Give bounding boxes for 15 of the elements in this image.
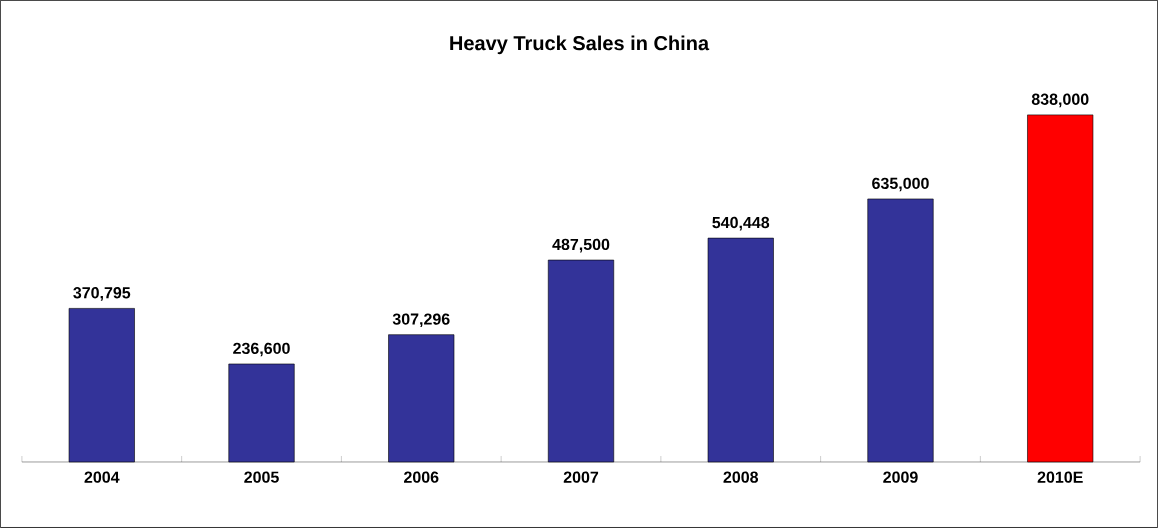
data-label: 838,000 bbox=[1031, 93, 1089, 108]
x-tick-label: 2007 bbox=[563, 471, 599, 483]
data-label: 307,296 bbox=[392, 313, 450, 328]
x-tick-label: 2009 bbox=[883, 471, 918, 483]
x-tick-label: 2010E bbox=[1037, 471, 1083, 483]
x-tick-label: 2004 bbox=[84, 471, 120, 483]
x-tick-label: 2006 bbox=[404, 471, 439, 483]
data-label: 540,448 bbox=[712, 216, 770, 231]
data-label: 236,600 bbox=[233, 342, 290, 357]
x-tick-label: 2005 bbox=[244, 471, 279, 483]
x-tick-label: 2008 bbox=[723, 471, 759, 483]
data-label: 487,500 bbox=[552, 238, 610, 253]
data-label: 370,795 bbox=[73, 287, 131, 301]
chart-title: Heavy Truck Sales in China bbox=[450, 35, 710, 55]
data-label: 635,000 bbox=[872, 177, 929, 192]
